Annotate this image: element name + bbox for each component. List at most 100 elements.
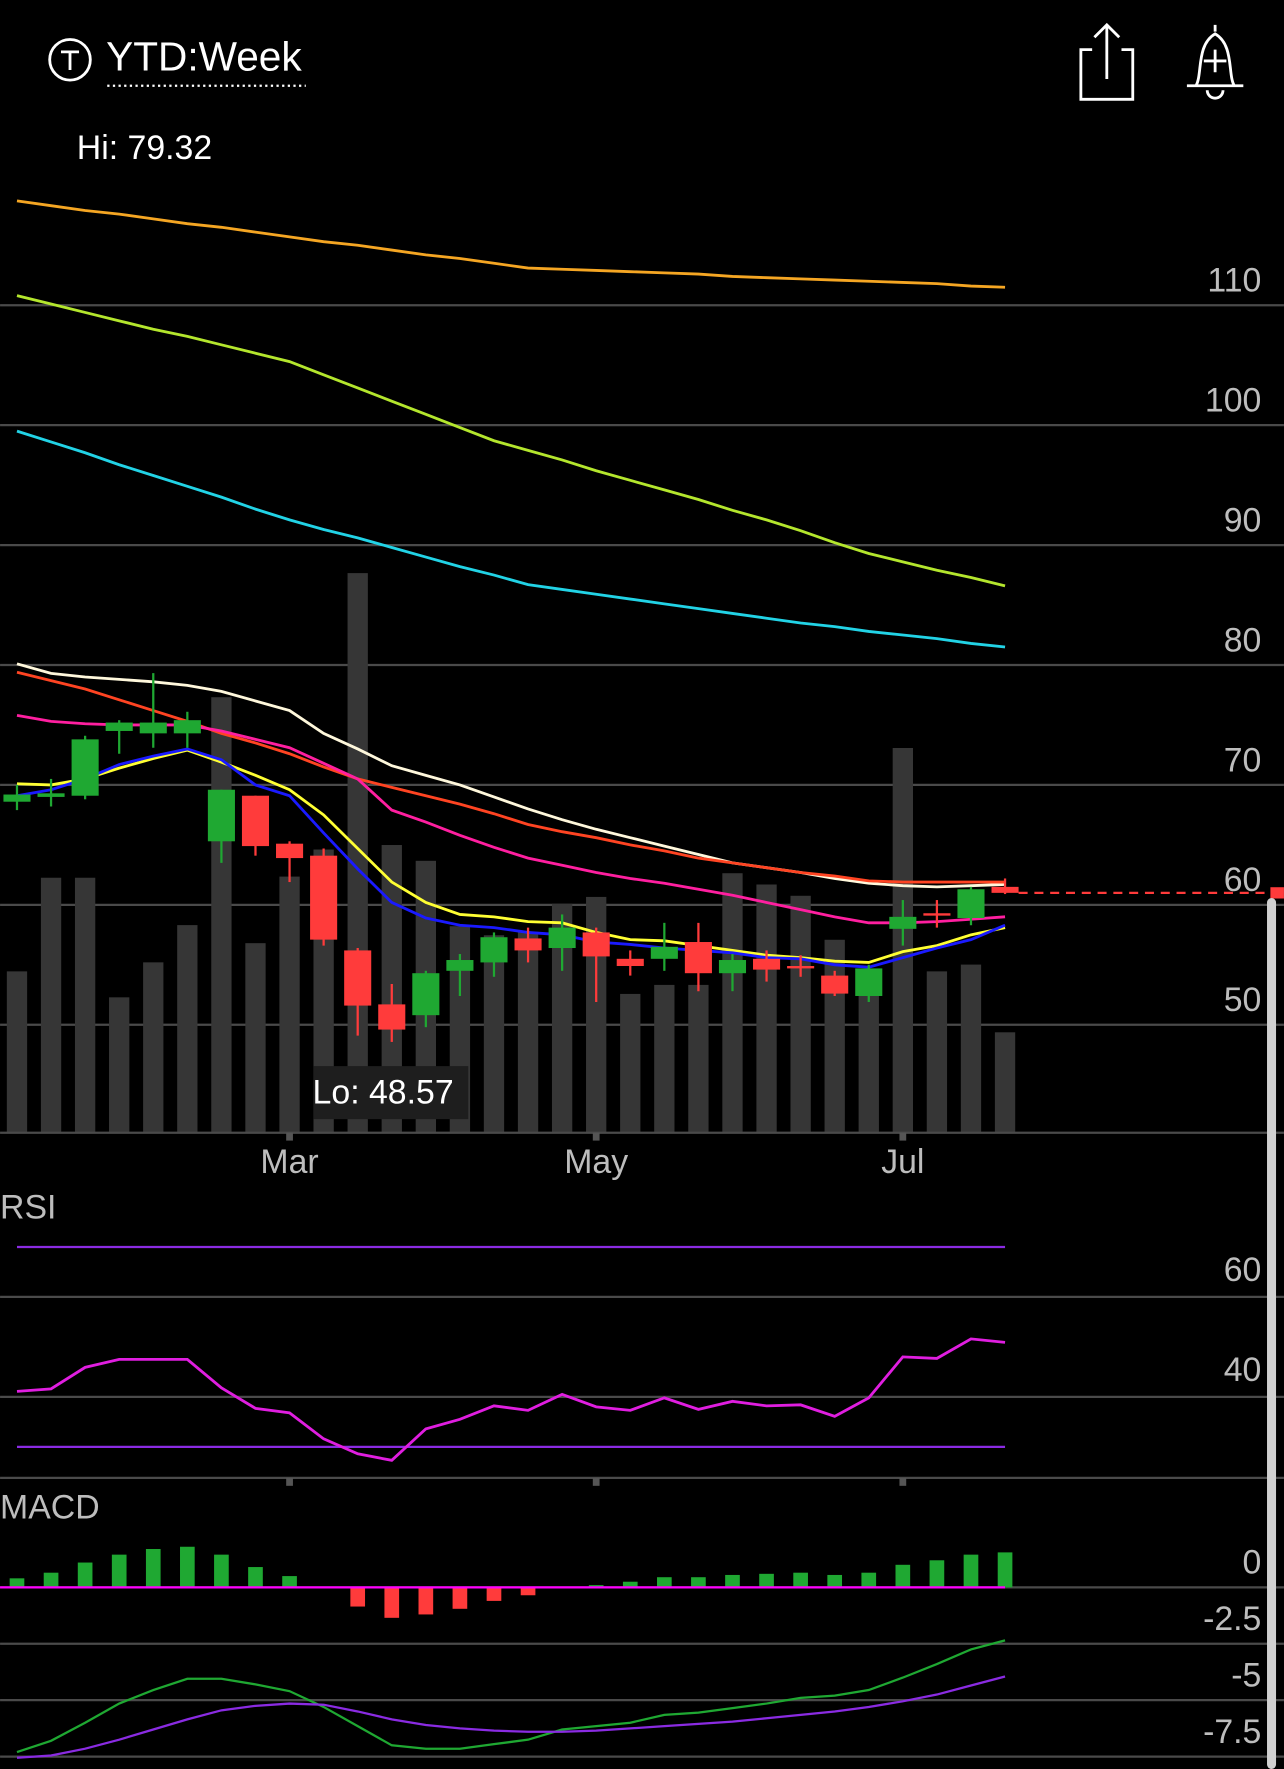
y-tick-label: -2.5	[1203, 1600, 1261, 1638]
ticker-icon-glyph	[60, 50, 80, 70]
volume-bar	[143, 962, 164, 1133]
low-label-box	[313, 1066, 469, 1120]
volume-bar	[6, 971, 28, 1133]
volume-bar	[926, 971, 948, 1133]
candle-body	[37, 793, 65, 797]
volume-bar	[722, 873, 743, 1133]
y-tick-label: 90	[1224, 501, 1262, 539]
volume-bar	[517, 931, 539, 1133]
macd-histogram-bar	[214, 1554, 229, 1588]
scroll-indicator	[1267, 898, 1277, 1769]
volume-bar	[688, 984, 709, 1133]
macd-histogram-bar	[929, 1560, 945, 1588]
candle-body	[207, 789, 235, 842]
candle-body	[3, 794, 31, 802]
volume-bar	[483, 935, 505, 1133]
volume-bar	[824, 939, 845, 1133]
candle-body	[821, 975, 849, 994]
rsi-line	[16, 1337, 1006, 1462]
range-title[interactable]: YTD:Week	[106, 34, 302, 80]
macd-histogram-bar	[793, 1572, 808, 1588]
candle-body	[991, 886, 1019, 893]
x-tick-label: Mar	[260, 1143, 318, 1181]
candle-body	[446, 960, 474, 971]
panel-title: MACD	[0, 1488, 100, 1526]
high-label: Hi: 79.32	[77, 129, 212, 167]
candle-body	[548, 927, 576, 949]
candle-body	[480, 937, 508, 963]
y-tick-label: -7.5	[1203, 1713, 1261, 1751]
x-tick-label: Jul	[881, 1143, 924, 1181]
volume-bar	[40, 877, 62, 1133]
macd-histogram-bar	[43, 1572, 59, 1588]
candle-body	[650, 946, 678, 959]
macd-histogram-bar	[9, 1578, 25, 1588]
range-selector[interactable]: YTD:Week	[48, 34, 306, 87]
candle-body	[923, 913, 951, 916]
volume-bar	[551, 903, 573, 1133]
macd-line	[16, 1675, 1006, 1759]
macd-histogram-bar	[111, 1554, 127, 1588]
candle-body	[173, 720, 201, 734]
volume-bar	[756, 884, 777, 1133]
candle-body	[753, 958, 781, 970]
share-button[interactable]	[1079, 22, 1135, 101]
y-tick-label: 50	[1224, 981, 1262, 1019]
volume-bar	[279, 876, 300, 1133]
volume-bar	[245, 943, 266, 1133]
macd-histogram-bar	[997, 1552, 1013, 1588]
macd-histogram-bar	[861, 1572, 877, 1588]
y-tick-label: 70	[1224, 741, 1262, 779]
macd-histogram-bar	[248, 1567, 263, 1588]
bell-plus	[1203, 49, 1227, 73]
x-tick-label: May	[564, 1143, 628, 1181]
macd-histogram-bar	[418, 1587, 434, 1615]
y-tick-label: -5	[1231, 1657, 1261, 1695]
volume-bar	[74, 877, 96, 1133]
volume-bar	[654, 984, 675, 1133]
macd-histogram-bar	[180, 1546, 195, 1588]
macd-histogram-bar	[452, 1587, 468, 1609]
ticker-icon	[48, 38, 92, 82]
candle-body	[310, 855, 338, 940]
y-tick-label: 60	[1224, 1251, 1262, 1289]
candle-body	[276, 843, 304, 859]
volume-bar	[177, 925, 198, 1133]
last-price-marker	[1270, 887, 1284, 899]
y-tick-label: 80	[1224, 621, 1262, 659]
y-tick-label: 0	[1243, 1544, 1262, 1582]
panel-title: RSI	[0, 1188, 56, 1226]
candle-body	[412, 973, 440, 1016]
macd-histogram-bar	[350, 1587, 366, 1607]
candle-body	[71, 739, 99, 796]
share-icon	[1079, 48, 1135, 101]
volume-bar	[960, 964, 982, 1133]
bell-icon	[1186, 24, 1244, 100]
candle-body	[718, 960, 747, 974]
volume-bar	[790, 895, 811, 1133]
candle-body	[957, 889, 985, 919]
y-tick-label: 100	[1205, 382, 1261, 420]
macd-histogram-bar	[384, 1587, 400, 1618]
moving-average-line	[16, 670, 1006, 884]
macd-histogram-bar	[145, 1549, 161, 1588]
alert-button[interactable]	[1186, 24, 1244, 100]
volume-bar	[347, 573, 368, 1133]
y-tick-label: 40	[1224, 1351, 1262, 1389]
candle-body	[139, 722, 167, 734]
macd-histogram-bar	[895, 1564, 911, 1588]
volume-bar	[994, 1032, 1016, 1133]
y-tick-label: 110	[1207, 262, 1261, 300]
macd-histogram-bar	[282, 1576, 297, 1588]
macd-histogram-bar	[77, 1562, 93, 1588]
candle-body	[514, 938, 542, 951]
candle-body	[582, 932, 610, 957]
moving-average-line	[16, 429, 1006, 649]
share-arrow	[1093, 22, 1121, 79]
macd-histogram-bar	[520, 1587, 536, 1596]
moving-average-line	[16, 199, 1006, 289]
candle-body	[855, 968, 883, 996]
volume-bar	[858, 988, 879, 1133]
moving-average-line	[16, 662, 1006, 889]
